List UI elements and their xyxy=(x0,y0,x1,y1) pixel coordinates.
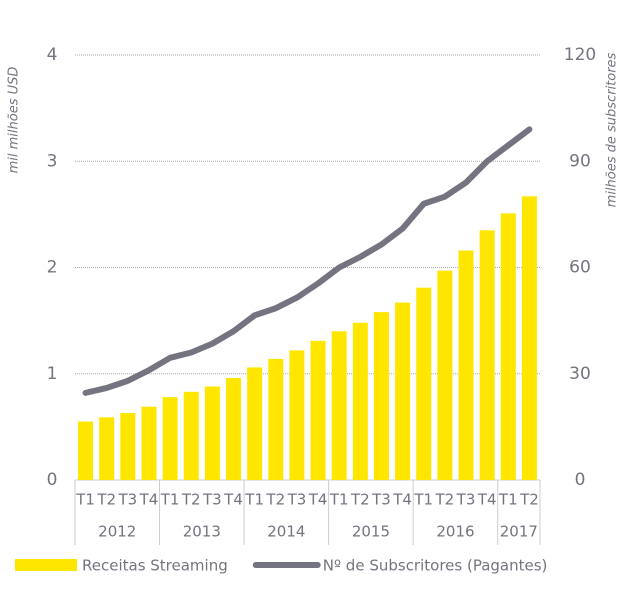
bar xyxy=(99,417,115,480)
x-tick-label: T4 xyxy=(139,491,159,509)
x-tick-label: T4 xyxy=(308,491,328,509)
x-tick-label: T3 xyxy=(287,491,307,509)
y-tick-label: 4 xyxy=(47,45,58,65)
bar xyxy=(458,250,474,480)
x-tick-label: T1 xyxy=(160,491,180,509)
x-group-label: 2016 xyxy=(436,523,474,541)
bar xyxy=(268,358,284,480)
bar xyxy=(479,230,495,480)
bar xyxy=(500,213,516,480)
x-tick-label: T3 xyxy=(371,491,391,509)
line xyxy=(82,126,533,396)
x-tick-label: T2 xyxy=(519,491,539,509)
bar xyxy=(310,340,326,480)
bar xyxy=(141,406,157,480)
y-tick-label: 1 xyxy=(47,364,58,384)
bar xyxy=(437,270,453,480)
y2-tick-label: 90 xyxy=(569,151,591,171)
x-tick-label: T2 xyxy=(96,491,116,509)
y-tick-label: 3 xyxy=(47,151,58,171)
bar xyxy=(331,331,347,480)
y2-axis-title: milhões de subscritores xyxy=(605,52,620,207)
x-tick-label: T3 xyxy=(456,491,476,509)
bar xyxy=(373,312,389,480)
bar xyxy=(226,378,242,480)
x-tick-label: T3 xyxy=(117,491,137,509)
x-tick-label: T4 xyxy=(477,491,497,509)
x-tick-label: T3 xyxy=(202,491,222,509)
x-group-label: 2014 xyxy=(267,523,305,541)
x-tick-label: T1 xyxy=(498,491,518,509)
y2-tick-label: 30 xyxy=(569,364,591,384)
y-tick-label: 2 xyxy=(47,258,58,278)
legend-label: Nº de Subscritores (Pagantes) xyxy=(323,557,548,575)
x-tick-label: T1 xyxy=(75,491,95,509)
x-tick-label: T2 xyxy=(181,491,201,509)
x-tick-label: T1 xyxy=(244,491,264,509)
bar xyxy=(416,287,432,480)
y2-tick-label: 0 xyxy=(575,470,586,490)
bar xyxy=(120,413,136,480)
x-tick-label: T1 xyxy=(329,491,349,509)
y2-tick-label: 60 xyxy=(569,258,591,278)
x-group-label: 2012 xyxy=(98,523,136,541)
y-axis-title: mil milhões USD xyxy=(7,67,22,174)
bar xyxy=(289,350,305,480)
x-tick-label: T2 xyxy=(265,491,285,509)
x-tick-label: T2 xyxy=(350,491,370,509)
bar xyxy=(162,397,178,480)
bar xyxy=(521,196,537,480)
x-tick-label: T1 xyxy=(413,491,433,509)
bar xyxy=(183,391,199,480)
bar xyxy=(352,322,368,480)
bar xyxy=(247,367,263,480)
legend-swatch xyxy=(15,559,77,571)
x-group-label: 2015 xyxy=(352,523,390,541)
x-tick-label: T2 xyxy=(435,491,455,509)
y2-tick-label: 120 xyxy=(564,45,596,65)
y-tick-label: 0 xyxy=(47,470,58,490)
x-group-label: 2013 xyxy=(183,523,221,541)
x-group-label: 2017 xyxy=(500,523,538,541)
legend-label: Receitas Streaming xyxy=(82,557,228,575)
bar xyxy=(204,386,220,480)
x-tick-label: T4 xyxy=(392,491,412,509)
bar xyxy=(395,302,411,480)
bar xyxy=(78,421,94,480)
x-tick-label: T4 xyxy=(223,491,243,509)
